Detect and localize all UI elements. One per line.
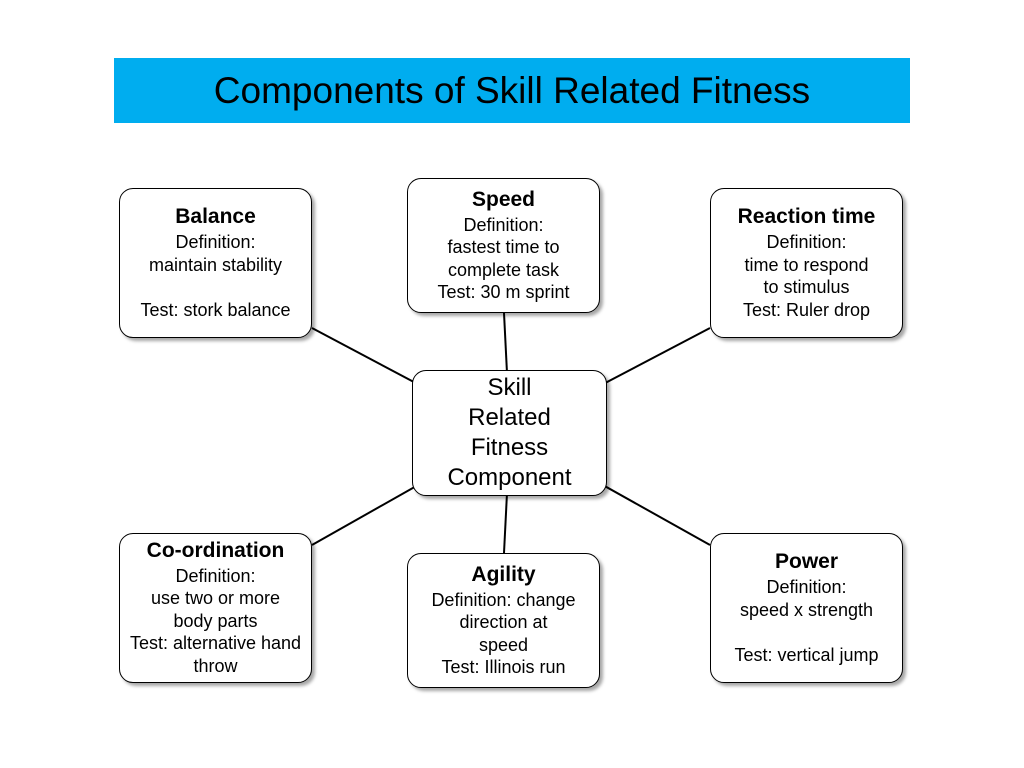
node-body-line: body parts	[126, 610, 305, 633]
node-balance: BalanceDefinition:maintain stability Tes…	[119, 188, 312, 338]
node-heading: Balance	[126, 205, 305, 229]
center-node: SkillRelatedFitnessComponent	[412, 370, 607, 496]
node-heading: Speed	[414, 188, 593, 212]
node-heading: Power	[717, 550, 896, 574]
node-power: PowerDefinition:speed x strength Test: v…	[710, 533, 903, 683]
node-body-line: Definition:	[414, 214, 593, 237]
node-body-line: Definition:	[717, 231, 896, 254]
node-body-line: Definition:	[126, 231, 305, 254]
node-body-line: Definition:	[126, 565, 305, 588]
node-heading: Agility	[414, 563, 593, 587]
node-body-line: Test: stork balance	[126, 299, 305, 322]
node-body-line: Test: vertical jump	[717, 644, 896, 667]
node-body-line: Definition:	[717, 576, 896, 599]
page-title-text: Components of Skill Related Fitness	[214, 70, 810, 112]
node-body-line: Test: Ruler drop	[717, 299, 896, 322]
node-body-line: Test: 30 m sprint	[414, 281, 593, 304]
node-heading: Reaction time	[717, 205, 896, 229]
node-agility: AgilityDefinition: changedirection atspe…	[407, 553, 600, 688]
node-body-line: Test: alternative hand	[126, 632, 305, 655]
center-node-line: Component	[419, 463, 600, 493]
node-body-line: time to respond	[717, 254, 896, 277]
node-body-line: fastest time to	[414, 236, 593, 259]
node-body-line: to stimulus	[717, 276, 896, 299]
center-node-line: Related	[419, 403, 600, 433]
page-title: Components of Skill Related Fitness	[114, 58, 910, 123]
node-body-line: use two or more	[126, 587, 305, 610]
node-body-line	[717, 621, 896, 644]
node-body-line: speed	[414, 634, 593, 657]
node-body-line: Definition: change	[414, 589, 593, 612]
node-body-line	[126, 276, 305, 299]
node-body-line: complete task	[414, 259, 593, 282]
node-speed: SpeedDefinition:fastest time tocomplete …	[407, 178, 600, 313]
node-body-line: throw	[126, 655, 305, 678]
node-body-line: speed x strength	[717, 599, 896, 622]
center-node-line: Fitness	[419, 433, 600, 463]
node-reaction-time: Reaction timeDefinition:time to respondt…	[710, 188, 903, 338]
node-coordination: Co-ordinationDefinition:use two or moreb…	[119, 533, 312, 683]
node-body-line: Test: Illinois run	[414, 656, 593, 679]
node-body-line: direction at	[414, 611, 593, 634]
center-node-line: Skill	[419, 373, 600, 403]
node-heading: Co-ordination	[126, 539, 305, 563]
node-body-line: maintain stability	[126, 254, 305, 277]
